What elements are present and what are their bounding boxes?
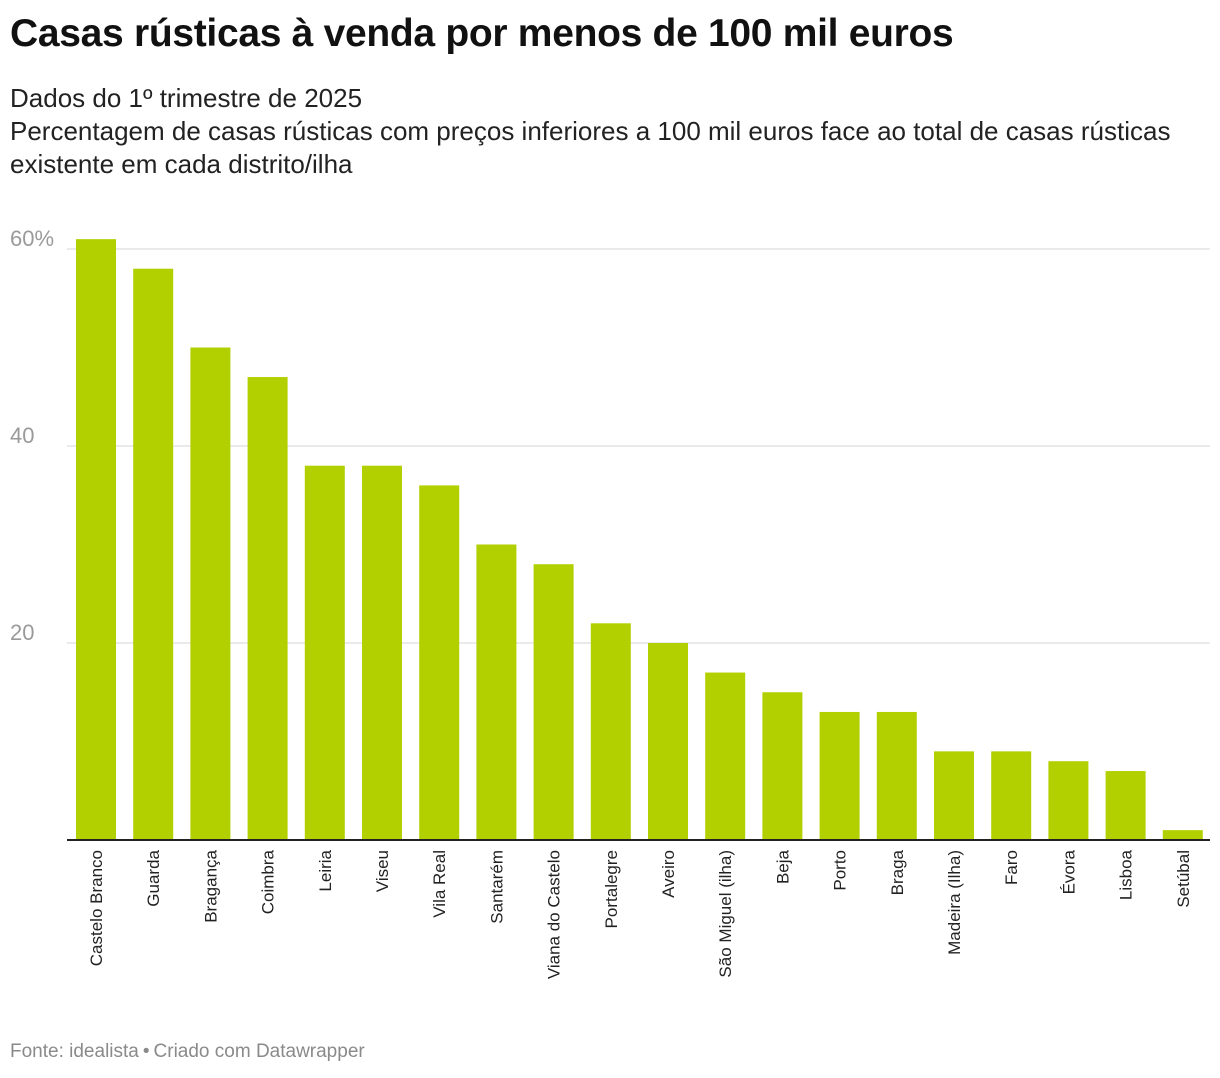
bar xyxy=(1048,761,1089,840)
x-tick-label: Bragança xyxy=(201,849,220,922)
x-tick-label: Leiria xyxy=(316,849,335,891)
x-tick-label: Guarda xyxy=(144,849,163,906)
subtitle-date: Dados do 1º trimestre de 2025 xyxy=(10,83,363,113)
bar xyxy=(1162,830,1203,840)
x-tick-label: Lisboa xyxy=(1117,849,1136,900)
bar xyxy=(533,564,574,840)
chart-title: Casas rústicas à venda por menos de 100 … xyxy=(10,12,954,55)
y-tick-label: 60% xyxy=(10,226,54,251)
x-tick-label: Madeira (Ilha) xyxy=(945,850,964,955)
x-tick-label: Coimbra xyxy=(259,849,278,914)
bar xyxy=(362,465,402,840)
x-tick-label: Faro xyxy=(1002,850,1021,885)
bar xyxy=(991,751,1032,840)
source-note: Fonte: idealista xyxy=(10,1041,139,1062)
bar xyxy=(876,711,917,840)
x-tick-label: São Miguel (ilha) xyxy=(716,850,735,978)
bar xyxy=(476,544,517,840)
bar xyxy=(705,672,746,840)
bar xyxy=(648,643,688,840)
category-labels: Castelo Branco Guarda Bragança Coimbra Leiri… xyxy=(87,849,1193,979)
bar-chart: 20 40 60% Castelo Branco Guarda Bragança Coim… xyxy=(10,226,1210,979)
x-tick-label: Setúbal xyxy=(1174,850,1193,908)
x-tick-label: Évora xyxy=(1059,849,1078,894)
bar xyxy=(1105,771,1146,840)
bar xyxy=(304,465,345,840)
bar xyxy=(819,711,860,840)
x-tick-label: Braga xyxy=(888,849,907,895)
x-tick-label: Castelo Branco xyxy=(87,850,106,966)
x-tick-label: Santarém xyxy=(487,850,506,924)
footer: Fonte: idealista • Criado com Datawrapper xyxy=(10,1041,365,1063)
x-tick-label: Aveiro xyxy=(659,850,678,898)
x-tick-label: Porto xyxy=(831,850,850,891)
footer-separator: • xyxy=(142,1041,150,1062)
chart-subtitle: Dados do 1º trimestre de 2025 Percentage… xyxy=(10,82,1200,181)
subtitle-description: Percentagem de casas rústicas com preços… xyxy=(10,116,1171,179)
x-tick-label: Beja xyxy=(773,849,792,884)
x-tick-label: Portalegre xyxy=(602,850,621,928)
bar xyxy=(934,751,974,840)
bar xyxy=(247,377,288,840)
x-tick-label: Viana do Castelo xyxy=(545,850,564,979)
x-tick-label: Vila Real xyxy=(430,850,449,918)
bar xyxy=(133,268,174,840)
bars xyxy=(76,239,1203,840)
y-tick-label: 20 xyxy=(10,620,34,645)
gridlines: 20 40 60% xyxy=(10,226,1210,645)
y-tick-label: 40 xyxy=(10,423,34,448)
bar xyxy=(419,485,460,840)
x-tick-label: Viseu xyxy=(373,850,392,892)
bar xyxy=(762,692,803,840)
bar xyxy=(590,623,631,840)
credit-note: Criado com Datawrapper xyxy=(153,1041,365,1062)
bar xyxy=(76,239,116,840)
bar xyxy=(190,347,231,840)
